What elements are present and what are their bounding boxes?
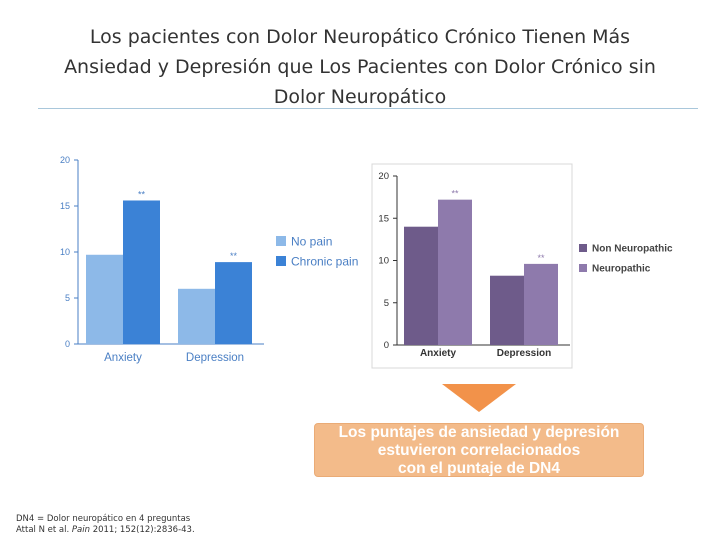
chart2-y-tick-label: 20 xyxy=(378,171,389,182)
chart1-significance-marker: ** xyxy=(138,189,146,199)
callout-line-1: Los puntajes de ansiedad y depresión xyxy=(338,424,620,441)
chart2-y-tick-label: 5 xyxy=(384,298,389,309)
down-arrow-icon xyxy=(442,384,516,412)
chart2-frame xyxy=(371,163,573,369)
chart1-y-tick-label: 0 xyxy=(65,339,70,349)
chart2-legend-label: Non Neuropathic xyxy=(592,244,673,255)
citation-journal: Pain xyxy=(71,525,90,535)
chart2-significance-marker: ** xyxy=(537,253,545,263)
chart2-category-label: Depression xyxy=(497,348,551,359)
chart2-y-tick-label: 0 xyxy=(384,340,389,351)
chart1-y-tick-label: 10 xyxy=(60,247,70,257)
chart2-y-tick-label: 10 xyxy=(378,256,389,267)
title-line-3: Dolor Neuropático xyxy=(273,86,447,108)
chart2-y-tick-label: 15 xyxy=(378,213,389,224)
chart1-bar-no-pain-anxiety xyxy=(86,254,123,344)
title-line-1: Los pacientes con Dolor Neuropático Crón… xyxy=(89,26,631,48)
chart2-bar-neuropathic-depression xyxy=(524,263,558,345)
chart2-bar-non-neuropathic-depression xyxy=(490,275,524,345)
chart1-category-label: Depression xyxy=(186,352,244,364)
chart1-bar-chronic-pain-anxiety xyxy=(123,200,160,344)
chart1-y-tick-label: 15 xyxy=(60,201,70,211)
callout-line-2: estuvieron correlacionados xyxy=(377,442,581,459)
chart1-y-tick-label: 20 xyxy=(60,155,70,165)
chart1-legend-label: Chronic pain xyxy=(291,255,358,269)
chart1-bar-chronic-pain-depression xyxy=(215,262,252,344)
footnote-definition: DN4 = Dolor neuropático en 4 preguntas xyxy=(16,514,191,524)
chart1-bar-no-pain-depression xyxy=(178,288,215,344)
chart2-legend-swatch xyxy=(579,244,587,252)
chart1-y-tick-label: 5 xyxy=(65,293,70,303)
chart1-legend-swatch xyxy=(276,256,286,266)
chart2-category-label: Anxiety xyxy=(420,348,457,359)
footnote-citation: Attal N et al. Pain 2011; 152(12):2836-4… xyxy=(16,525,195,536)
chart1-legend-label: No pain xyxy=(291,235,332,249)
chart2-legend-swatch xyxy=(579,264,587,272)
title-divider xyxy=(38,108,698,109)
chart2-bar-neuropathic-anxiety xyxy=(438,199,472,345)
slide-title: Los pacientes con Dolor Neuropático Crón… xyxy=(40,22,680,112)
citation-reference: 2011; 152(12):2836-43. xyxy=(92,525,195,535)
chart2-legend-label: Neuropathic xyxy=(592,264,651,275)
callout-line-3: con el puntaje de DN4 xyxy=(398,460,560,477)
chart1-legend-swatch xyxy=(276,236,286,246)
chart1-category-label: Anxiety xyxy=(104,352,142,364)
chart1-significance-marker: ** xyxy=(230,251,238,261)
chart2-significance-marker: ** xyxy=(451,189,459,199)
callout-box: Los puntajes de ansiedad y depresión est… xyxy=(314,423,644,477)
chart2-bar-non-neuropathic-anxiety xyxy=(404,226,438,345)
footnote: DN4 = Dolor neuropático en 4 preguntas A… xyxy=(16,514,195,536)
citation-authors: Attal N et al. xyxy=(16,525,70,535)
title-line-2: Ansiedad y Depresión que Los Pacientes c… xyxy=(64,56,656,78)
